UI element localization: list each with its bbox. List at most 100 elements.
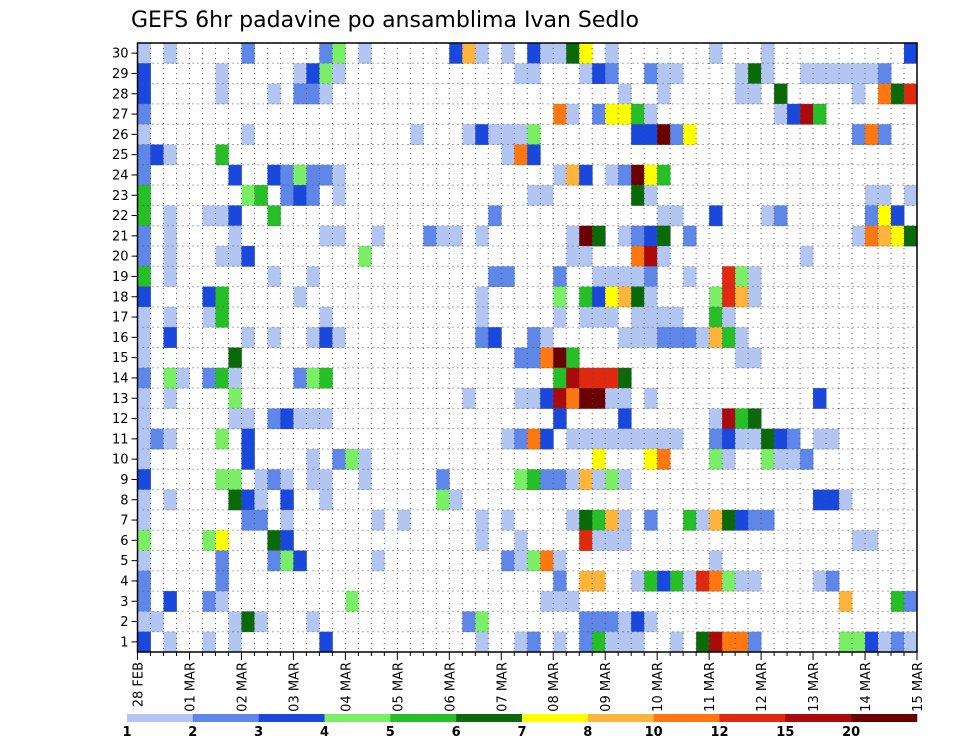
heatmap-cell [592, 306, 606, 328]
heatmap-cell [553, 550, 567, 572]
heatmap-cell [163, 266, 177, 287]
heatmap-cell [215, 83, 229, 105]
heatmap-cell [566, 591, 580, 612]
heatmap-cell [891, 225, 905, 247]
heatmap-cell [566, 367, 580, 389]
heatmap-cell [657, 83, 671, 105]
heatmap-cell [813, 388, 827, 409]
heatmap-cell [280, 408, 294, 430]
heatmap-cell [566, 225, 580, 247]
heatmap-cell [644, 164, 658, 186]
colorbar-label: 15 [776, 725, 794, 740]
heatmap-cell [475, 631, 489, 653]
heatmap-cell [813, 489, 827, 511]
heatmap-cell [735, 266, 749, 287]
heatmap-cell [618, 164, 632, 186]
heatmap-cell [163, 246, 177, 267]
heatmap-cell [228, 205, 242, 227]
heatmap-cell [527, 43, 541, 64]
heatmap-cell [865, 631, 879, 653]
heatmap-cell [592, 631, 606, 653]
heatmap-cell [137, 428, 151, 450]
heatmap-cell [488, 205, 502, 227]
heatmap-cell [319, 225, 333, 247]
heatmap-cell [163, 631, 177, 653]
heatmap-cell [163, 367, 177, 389]
heatmap-cell [605, 428, 619, 450]
heatmap-cell [722, 631, 736, 653]
heatmap-cell [709, 205, 723, 227]
heatmap-cell [475, 327, 489, 348]
colorbar-swatch [258, 714, 325, 722]
heatmap-cell [501, 428, 515, 450]
heatmap-cell [722, 286, 736, 308]
heatmap-cell [540, 591, 554, 612]
heatmap-cell [163, 388, 177, 409]
heatmap-cell [241, 185, 255, 206]
heatmap-cell [306, 449, 320, 470]
heatmap-cell [605, 286, 619, 308]
heatmap-cell [228, 225, 242, 247]
heatmap-cell [449, 489, 463, 511]
heatmap-cell [631, 306, 645, 328]
heatmap-cell [605, 103, 619, 125]
heatmap-cell [579, 388, 593, 409]
heatmap-cell [280, 164, 294, 186]
heatmap-cell [579, 63, 593, 84]
heatmap-cell [358, 246, 372, 267]
heatmap-cell [306, 327, 320, 348]
heatmap-cell [735, 570, 749, 592]
heatmap-cell [501, 509, 515, 531]
heatmap-cell [137, 63, 151, 84]
heatmap-cell [670, 63, 684, 84]
heatmap-cell [852, 124, 866, 145]
heatmap-cell [540, 428, 554, 450]
heatmap-cell [150, 428, 164, 450]
y-tick-label: 19 [112, 270, 129, 285]
heatmap-cell [215, 570, 229, 592]
heatmap-cell [293, 408, 307, 430]
heatmap-cell [241, 449, 255, 470]
heatmap-cell [696, 570, 710, 592]
heatmap-cell [267, 327, 281, 348]
heatmap-cell [605, 164, 619, 186]
y-tick-label: 16 [112, 331, 129, 346]
heatmap-cell [709, 428, 723, 450]
heatmap-cell [553, 286, 567, 308]
y-tick-label: 24 [112, 168, 129, 183]
heatmap-cell [579, 530, 593, 551]
heatmap-cell [267, 408, 281, 430]
heatmap-cell [202, 591, 216, 612]
x-tick-label: 09 MAR [599, 662, 614, 712]
heatmap-cell [306, 164, 320, 186]
heatmap-cell [241, 489, 255, 511]
colorbar-label: 7 [517, 725, 526, 740]
heatmap-cell [592, 103, 606, 125]
heatmap-cell [436, 469, 450, 490]
heatmap-cell [878, 225, 892, 247]
heatmap-cell [826, 428, 840, 450]
heatmap-cell [748, 347, 762, 369]
heatmap-cell [761, 509, 775, 531]
heatmap-cell [254, 469, 268, 490]
y-tick-label: 11 [112, 432, 129, 447]
heatmap-cell [397, 509, 411, 531]
heatmap-cell [293, 63, 307, 84]
heatmap-cell [215, 591, 229, 612]
heatmap-cell [670, 570, 684, 592]
heatmap-cell [436, 489, 450, 511]
heatmap-cell [878, 83, 892, 105]
heatmap-cell [423, 225, 437, 247]
heatmap-cell [410, 124, 424, 145]
heatmap-cell [683, 327, 697, 348]
heatmap-cell [813, 428, 827, 450]
heatmap-cell [592, 449, 606, 470]
heatmap-cell [592, 286, 606, 308]
heatmap-cell [280, 550, 294, 572]
heatmap-cell [215, 367, 229, 389]
heatmap-cell [137, 591, 151, 612]
heatmap-cell [566, 246, 580, 267]
heatmap-cell [904, 185, 918, 206]
heatmap-cell [228, 246, 242, 267]
heatmap-cell [306, 611, 320, 633]
